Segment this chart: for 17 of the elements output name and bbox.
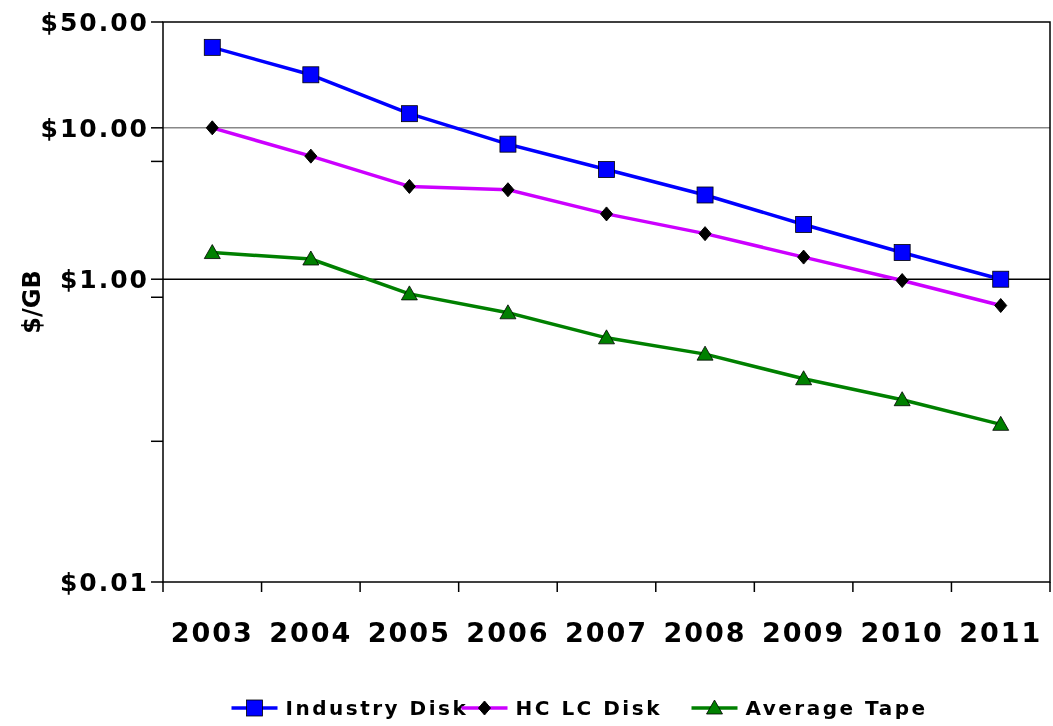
legend-label: Average Tape	[745, 696, 928, 720]
y-tick-label: $0.01	[59, 567, 149, 597]
legend-label: HC LC Disk	[515, 696, 662, 720]
x-tick-label: 2011	[959, 617, 1043, 648]
x-tick-label: 2006	[466, 617, 550, 648]
x-tick-label: 2010	[860, 617, 944, 648]
x-tick-label: 2008	[663, 617, 747, 648]
x-tick-label: 2009	[762, 617, 846, 648]
legend-label: Industry Disk	[285, 696, 469, 720]
y-tick-label: $10.00	[40, 113, 149, 143]
x-tick-label: 2007	[564, 617, 649, 648]
y-tick-label: $50.00	[40, 7, 149, 37]
x-tick-label: 2003	[170, 617, 254, 648]
y-tick-label: $1.00	[59, 264, 149, 294]
x-tick-label: 2005	[367, 617, 451, 648]
y-axis-title: $/GB	[18, 270, 46, 334]
x-tick-label: 2004	[269, 617, 353, 648]
